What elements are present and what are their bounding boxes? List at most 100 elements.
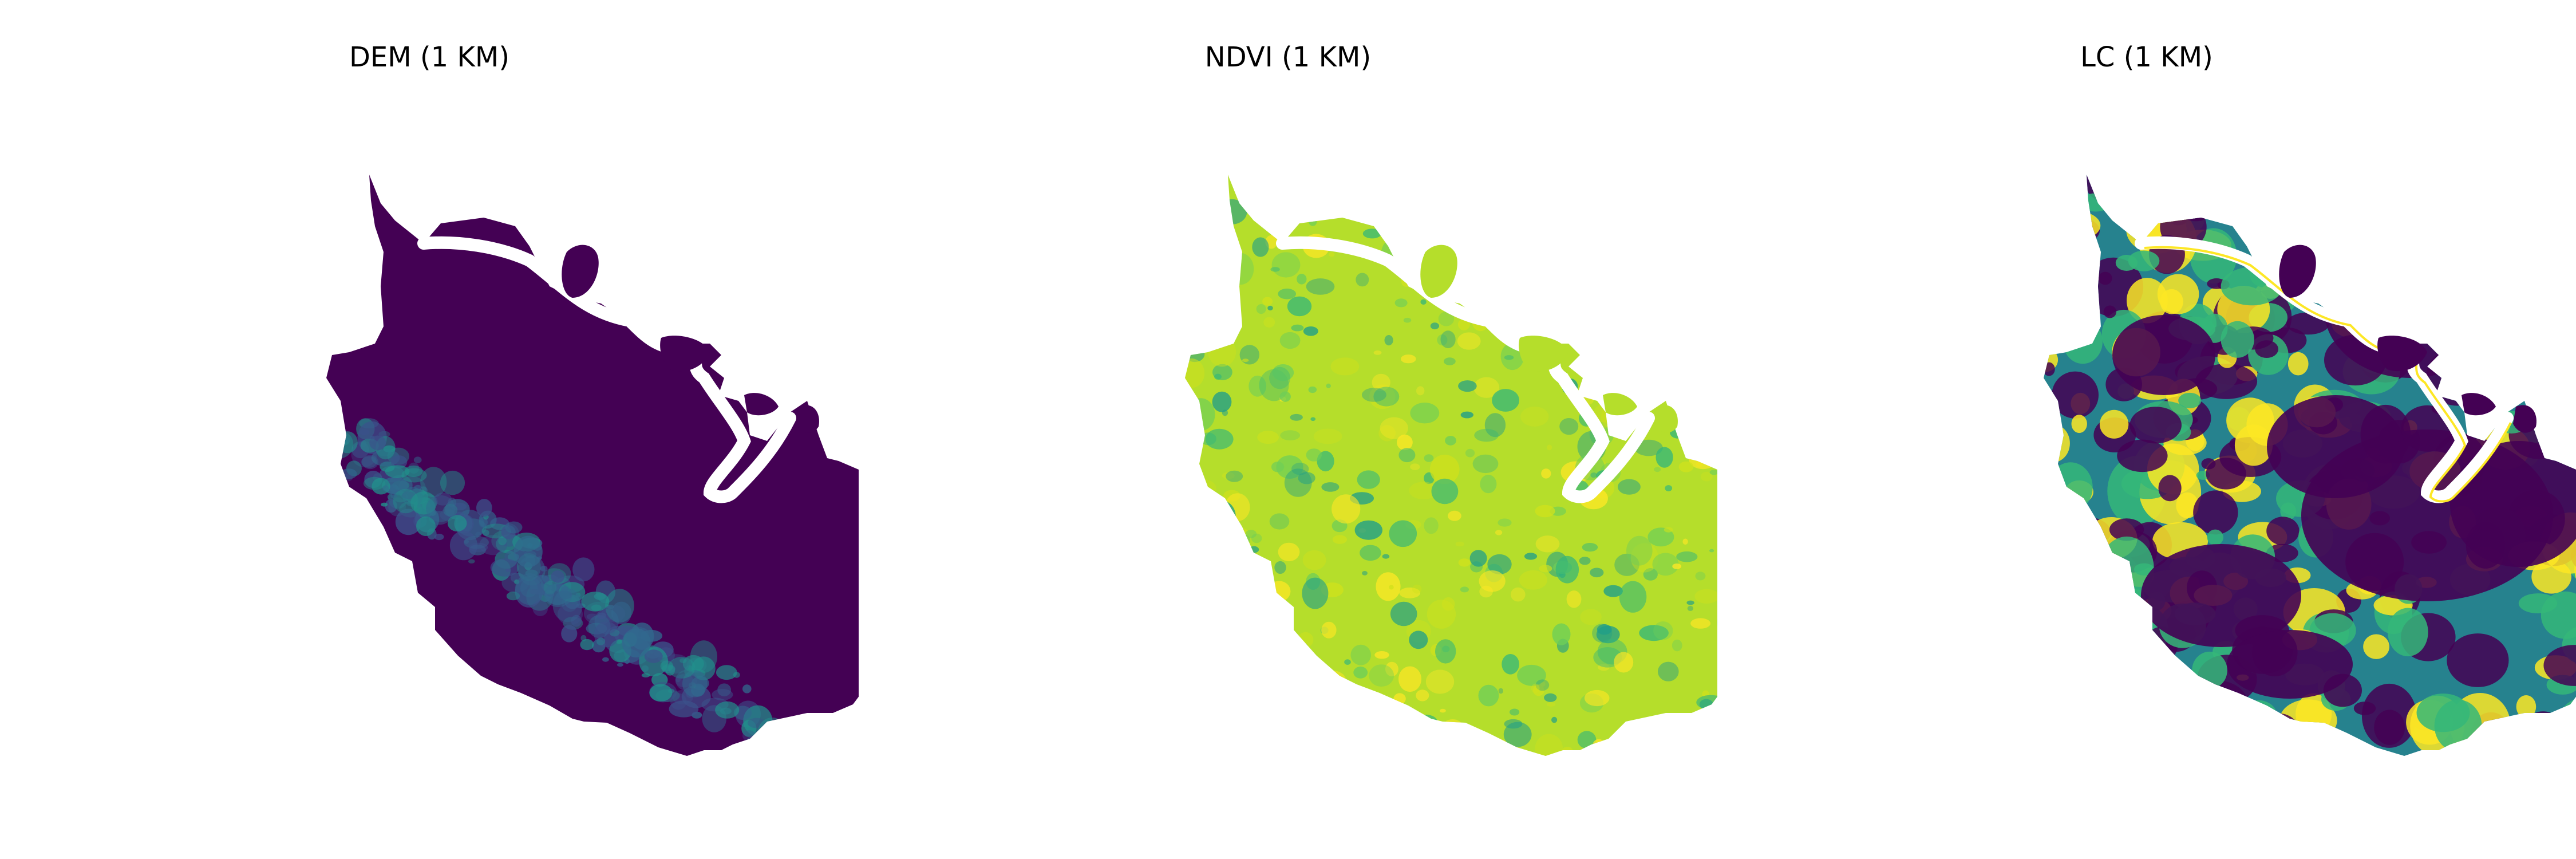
texture-patch <box>1536 285 1564 316</box>
texture-patch <box>742 730 756 742</box>
texture-patch <box>1290 413 1303 421</box>
texture-patch <box>2244 717 2267 729</box>
texture-patch <box>1274 614 1287 624</box>
texture-patch <box>1199 323 1219 337</box>
texture-patch <box>2516 359 2545 393</box>
texture-patch <box>1664 180 1692 195</box>
texture-patch <box>1212 590 1224 600</box>
texture-patch <box>1455 541 1464 547</box>
texture-patch <box>2183 180 2206 207</box>
texture-patch <box>2321 175 2349 191</box>
texture-patch <box>1695 572 1706 581</box>
island <box>1519 336 1568 372</box>
texture-patch <box>2266 517 2300 545</box>
texture-patch <box>2103 305 2116 318</box>
texture-patch <box>1185 551 1191 565</box>
texture-patch <box>1709 470 1717 475</box>
texture-patch <box>381 502 388 507</box>
texture-patch <box>2568 175 2576 187</box>
texture-patch <box>2097 732 2136 756</box>
texture-patch <box>1672 564 1682 569</box>
texture-patch <box>1185 590 1198 609</box>
texture-patch <box>757 718 787 747</box>
texture-patch <box>1227 253 1254 285</box>
texture-patch <box>2380 175 2442 220</box>
texture-patch <box>1701 471 1713 482</box>
texture-patch <box>2533 175 2550 184</box>
texture-patch <box>1373 350 1382 355</box>
texture-patch <box>2044 697 2069 738</box>
texture-patch <box>1256 304 1266 314</box>
texture-patch <box>390 493 397 499</box>
texture-patch <box>515 573 545 605</box>
texture-patch <box>1200 594 1205 597</box>
texture-patch <box>1325 725 1345 748</box>
texture-patch <box>2225 175 2277 208</box>
texture-patch <box>2079 193 2112 212</box>
texture-patch <box>1389 520 1417 547</box>
texture-patch <box>2048 462 2093 513</box>
texture-patch <box>2451 175 2476 183</box>
texture-patch <box>2207 529 2223 546</box>
texture-patch <box>2514 175 2555 203</box>
texture-patch <box>2108 676 2139 695</box>
texture-patch <box>1208 501 1236 533</box>
texture-patch <box>1397 434 1413 451</box>
texture-patch <box>2044 707 2056 726</box>
texture-patch <box>1635 255 1660 278</box>
texture-patch <box>2067 515 2085 535</box>
texture-patch <box>2452 234 2487 270</box>
texture-patch <box>1244 716 1262 730</box>
texture-patch <box>2414 291 2449 312</box>
texture-patch <box>1639 271 1646 277</box>
texture-patch <box>561 625 578 643</box>
texture-patch <box>2129 407 2182 444</box>
texture-patch <box>1194 526 1207 536</box>
texture-patch <box>1403 711 1412 720</box>
texture-patch <box>1473 228 1491 239</box>
river-channel <box>1276 236 1655 503</box>
texture-patch <box>2368 269 2410 317</box>
texture-patch <box>716 665 737 680</box>
texture-patch <box>1510 178 1536 202</box>
texture-patch <box>2519 318 2545 349</box>
texture-patch <box>440 470 465 495</box>
texture-patch <box>2046 698 2060 712</box>
texture-patch <box>1318 675 1348 693</box>
texture-patch <box>1619 581 1647 613</box>
texture-patch <box>1271 252 1301 278</box>
texture-patch <box>1438 312 1455 326</box>
texture-patch <box>2255 340 2278 358</box>
texture-patch <box>1187 190 1203 199</box>
texture-patch <box>1398 666 1421 692</box>
texture-patch <box>1455 237 1474 257</box>
texture-patch <box>1598 286 1605 294</box>
island <box>2462 393 2496 416</box>
texture-patch <box>2553 175 2576 211</box>
texture-patch <box>1199 221 1212 235</box>
texture-patch <box>2516 369 2537 387</box>
texture-patch <box>572 557 595 582</box>
texture-patch <box>2109 518 2144 541</box>
texture-patch <box>1250 589 1266 608</box>
texture-patch <box>1539 565 1552 573</box>
lc-title: LC (1 KM) <box>2080 41 2213 73</box>
texture-patch <box>2518 593 2558 614</box>
texture-patch <box>1634 439 1663 456</box>
texture-patch <box>1350 644 1371 665</box>
texture-patch <box>1681 237 1696 247</box>
texture-patch <box>1410 463 1420 470</box>
texture-patch <box>2068 566 2104 601</box>
texture-patch <box>1659 314 1689 335</box>
texture-patch <box>1185 358 1205 388</box>
texture-patch <box>1465 448 1475 458</box>
texture-patch <box>1399 587 1421 598</box>
texture-patch <box>2212 188 2245 208</box>
texture-patch <box>2519 730 2570 756</box>
texture-patch <box>1409 482 1438 499</box>
texture-patch <box>1186 398 1215 431</box>
texture-patch <box>1393 693 1406 704</box>
texture-patch <box>1504 355 1514 360</box>
texture-patch <box>413 456 422 463</box>
texture-patch <box>1291 462 1309 475</box>
